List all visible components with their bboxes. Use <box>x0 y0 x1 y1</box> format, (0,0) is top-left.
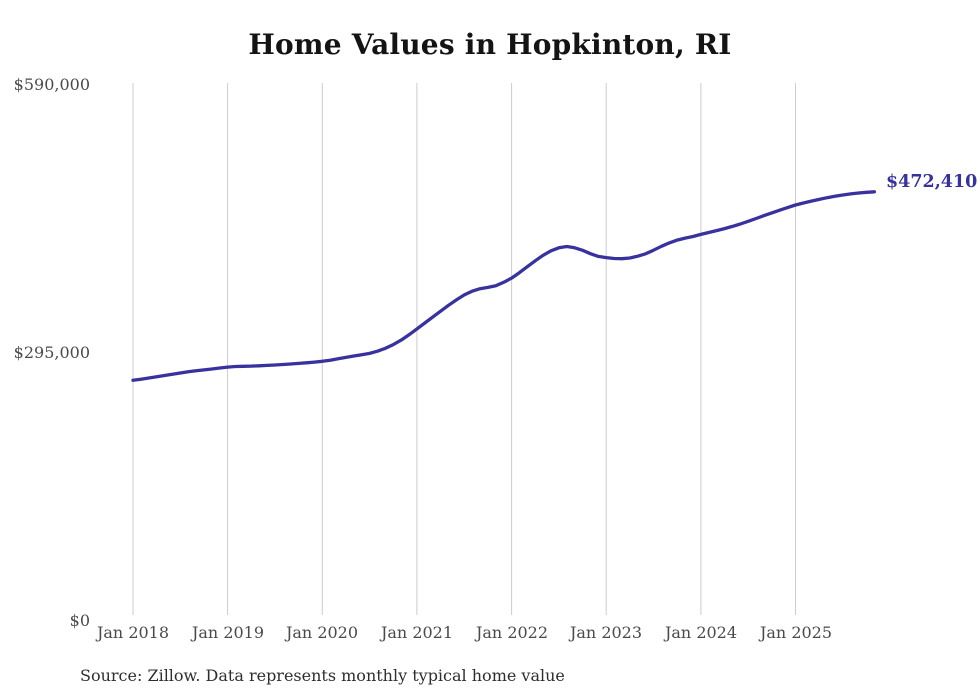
x-axis-tick-label: Jan 2023 <box>569 623 643 642</box>
y-axis-tick-label: $295,000 <box>13 343 90 362</box>
x-axis-tick-label: Jan 2020 <box>285 623 359 642</box>
x-axis-tick-label: Jan 2025 <box>759 623 833 642</box>
chart-title: Home Values in Hopkinton, RI <box>248 28 732 61</box>
x-axis-tick-label: Jan 2022 <box>475 623 549 642</box>
y-axis-tick-label: $0 <box>69 611 90 630</box>
latest-value-label: $472,410 <box>886 172 978 192</box>
y-axis-tick-label: $590,000 <box>13 75 90 94</box>
x-axis-tick-label: Jan 2019 <box>191 623 265 642</box>
source-note: Source: Zillow. Data represents monthly … <box>80 666 565 685</box>
home-value-line <box>131 190 877 382</box>
x-axis-tick-label: Jan 2024 <box>664 623 738 642</box>
x-axis-tick-label: Jan 2018 <box>96 623 170 642</box>
x-axis-tick-label: Jan 2021 <box>380 623 454 642</box>
